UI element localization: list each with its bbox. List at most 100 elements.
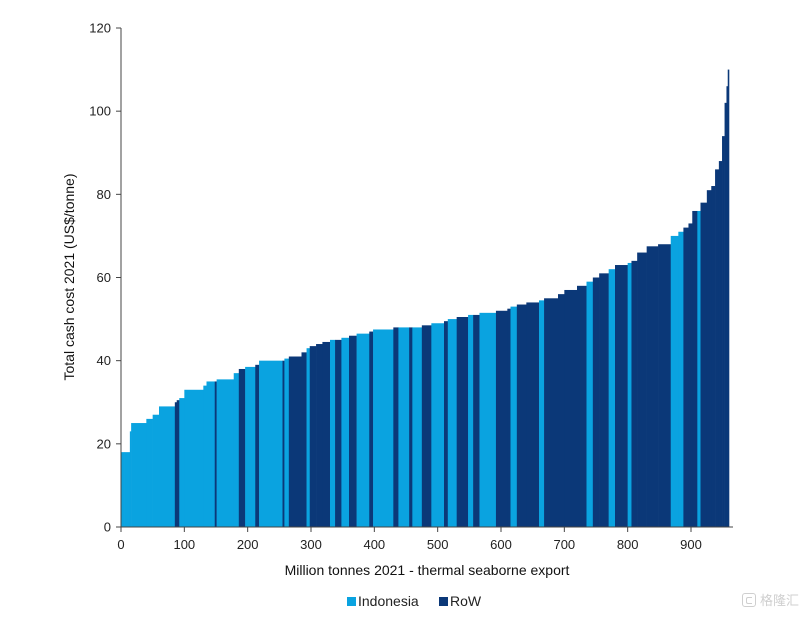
x-tick-label-800: 800 xyxy=(617,537,639,552)
bar-segment-62 xyxy=(627,262,632,527)
bar-segment-47 xyxy=(495,310,508,527)
bar-segment-18 xyxy=(255,364,260,527)
x-tick-label-500: 500 xyxy=(427,537,449,552)
legend-label-indonesia: Indonesia xyxy=(358,593,419,609)
bar-segment-1 xyxy=(124,452,131,527)
bar-segment-20 xyxy=(282,360,285,527)
x-axis-title: Million tonnes 2021 - thermal seaborne e… xyxy=(285,562,570,578)
bar-segment-57 xyxy=(586,281,594,527)
bar-segment-2 xyxy=(129,431,132,527)
bar-segment-14 xyxy=(216,379,235,527)
bar-segment-53 xyxy=(544,298,559,527)
bar-segment-37 xyxy=(409,327,413,527)
bar-segment-60 xyxy=(608,269,616,527)
bar-segment-8 xyxy=(176,400,180,527)
bar-segment-40 xyxy=(431,323,445,527)
bar-segment-52 xyxy=(539,300,545,527)
x-tick-label-300: 300 xyxy=(300,537,322,552)
bar-segment-11 xyxy=(203,385,207,527)
bar-segment-32 xyxy=(356,333,370,527)
bar-segment-15 xyxy=(233,373,240,527)
bar-segment-21 xyxy=(284,358,290,527)
bar-segment-44 xyxy=(468,314,474,527)
bar-segment-65 xyxy=(646,246,659,527)
bar-segment-13 xyxy=(214,381,217,527)
bar-segment-10 xyxy=(184,389,204,527)
bar-segment-17 xyxy=(245,366,256,527)
bar-segment-30 xyxy=(341,337,350,527)
bar-segment-36 xyxy=(398,327,410,527)
y-tick-label-0: 0 xyxy=(104,520,111,535)
bar-segment-56 xyxy=(577,285,587,527)
bar-segment-38 xyxy=(412,327,423,527)
bar-segment-66 xyxy=(658,244,672,527)
bar-segment-34 xyxy=(373,329,394,527)
bar-segment-41 xyxy=(444,321,449,527)
y-axis-title: Total cash cost 2021 (US$/tonne) xyxy=(61,173,77,380)
bar-segment-50 xyxy=(516,304,527,527)
bar-segment-39 xyxy=(421,325,432,527)
bar-segment-22 xyxy=(288,356,302,527)
bar-segment-3 xyxy=(131,423,147,527)
bar-segment-31 xyxy=(349,335,357,527)
y-tick-label-40: 40 xyxy=(97,353,111,368)
bar-segment-59 xyxy=(599,273,609,527)
bar-segment-45 xyxy=(473,314,480,527)
bar-segment-74 xyxy=(706,190,712,528)
bar-segment-63 xyxy=(631,260,638,527)
bar-segment-27 xyxy=(322,341,331,527)
bar-segment-58 xyxy=(592,277,600,527)
bar-segment-67 xyxy=(670,235,679,527)
legend-label-row: RoW xyxy=(450,593,482,609)
bar-segment-78 xyxy=(722,136,725,527)
y-tick-label-20: 20 xyxy=(97,436,111,451)
bar-segment-33 xyxy=(369,331,374,527)
bar-segment-70 xyxy=(688,223,693,528)
x-tick-label-600: 600 xyxy=(490,537,512,552)
bar-segment-61 xyxy=(615,265,628,527)
bar-segment-80 xyxy=(726,86,729,527)
bar-segment-71 xyxy=(692,210,698,527)
bar-segment-75 xyxy=(711,186,716,527)
bar-segment-28 xyxy=(330,339,336,527)
bar-segment-23 xyxy=(301,352,307,527)
bar-segment-51 xyxy=(526,302,540,527)
bar-segment-9 xyxy=(179,398,185,527)
bar-segment-24 xyxy=(306,348,311,527)
bar-segment-12 xyxy=(206,381,216,527)
x-tick-label-900: 900 xyxy=(680,537,702,552)
bar-segment-46 xyxy=(479,312,497,527)
bar-segment-79 xyxy=(724,102,727,527)
bar-segment-76 xyxy=(715,169,720,527)
bar-segment-81 xyxy=(727,69,730,527)
watermark-logo-icon xyxy=(741,592,756,607)
bar-segment-55 xyxy=(564,289,578,527)
x-ticks-group: 0 100 200 300 400 500 600 700 800 900 xyxy=(117,527,702,552)
legend-swatch-indonesia xyxy=(347,597,356,606)
bar-segment-6 xyxy=(159,406,176,527)
bar-segment-72 xyxy=(697,210,701,527)
legend-swatch-row xyxy=(439,597,448,606)
bar-segment-19 xyxy=(259,360,283,527)
bar-segment-68 xyxy=(678,231,684,527)
bar-segment-64 xyxy=(637,252,647,528)
bar-segment-29 xyxy=(335,339,342,527)
bar-segment-42 xyxy=(447,319,457,527)
y-tick-label-120: 120 xyxy=(89,21,111,36)
x-tick-label-200: 200 xyxy=(237,537,259,552)
bar-segment-4 xyxy=(146,418,153,527)
bar-segment-25 xyxy=(309,346,317,527)
y-ticks-group: 0 20 40 60 80 100 120 xyxy=(89,21,121,535)
bar-segment-69 xyxy=(683,227,689,527)
x-tick-label-100: 100 xyxy=(173,537,195,552)
bar-segment-16 xyxy=(238,368,246,527)
y-tick-label-100: 100 xyxy=(89,104,111,119)
bar-segment-73 xyxy=(700,202,708,527)
bar-segment-49 xyxy=(510,306,518,527)
bar-segment-35 xyxy=(393,327,399,527)
bar-segment-54 xyxy=(558,294,565,527)
bar-segment-77 xyxy=(718,161,723,528)
bar-segment-5 xyxy=(152,414,160,527)
x-tick-label-700: 700 xyxy=(553,537,575,552)
